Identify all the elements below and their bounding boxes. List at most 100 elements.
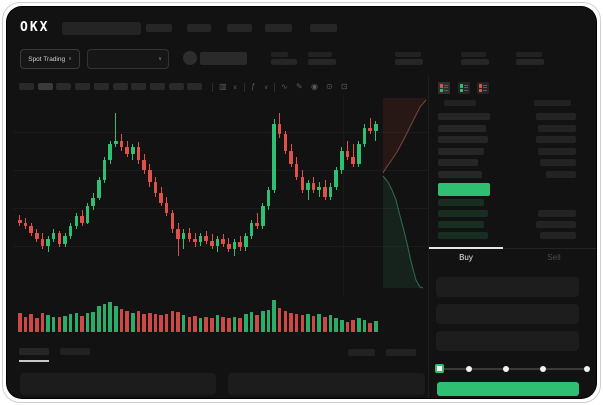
candle-body [170, 212, 175, 230]
timeframe-pill[interactable] [37, 83, 53, 90]
indicator-fx-icon[interactable]: ƒ [251, 82, 256, 91]
candle-body [266, 190, 271, 207]
orderbook-bid-row[interactable] [438, 210, 488, 217]
snapshot-icon[interactable]: ◉ [311, 82, 318, 91]
candlestick-chart[interactable] [14, 95, 428, 345]
toolbar-divider [274, 83, 275, 92]
draw-pencil-icon[interactable]: ✎ [296, 82, 303, 91]
timeframe-pill[interactable] [131, 83, 147, 90]
candle-style-icon[interactable]: ▥ [219, 82, 227, 91]
chevron-down-icon[interactable]: ∨ [233, 85, 238, 91]
candle-body [272, 124, 276, 190]
price-input[interactable] [436, 277, 579, 297]
spot-trading-label: Spot Trading [28, 55, 66, 63]
search-input[interactable] [62, 22, 141, 35]
timeframe-pill[interactable] [168, 83, 184, 90]
candle-wick [369, 117, 371, 135]
percent-slider-track[interactable] [439, 368, 588, 370]
candle-body [147, 170, 152, 182]
volume-bar [227, 318, 231, 332]
orderbook-ask-amount [536, 113, 576, 120]
gridline [14, 246, 428, 247]
timeframe-pill[interactable] [187, 83, 203, 90]
timeframe-pill[interactable] [56, 83, 72, 90]
orderbook-view-all-icon[interactable] [438, 82, 450, 94]
pair-selector-dropdown[interactable]: ∨ [87, 49, 169, 69]
buy-button[interactable] [437, 382, 579, 396]
orderbook-bid-row[interactable] [438, 232, 488, 239]
candle-body [357, 144, 361, 164]
nav-item-placeholder[interactable] [265, 24, 292, 32]
volume-bar [57, 317, 62, 332]
orderbook-bid-row[interactable] [438, 199, 484, 206]
orderbook-last-price-bar[interactable] [438, 183, 490, 196]
orderbook-ask-row[interactable] [438, 124, 486, 132]
volume-bar [147, 312, 152, 332]
volume-bar [119, 308, 124, 332]
orderbook-bid-row[interactable] [438, 221, 484, 228]
candle-body [29, 226, 33, 233]
timeframe-pill[interactable] [112, 83, 128, 90]
candle-body [323, 186, 327, 197]
bottom-tab-active[interactable] [19, 348, 49, 355]
nav-item-placeholder[interactable] [146, 24, 172, 32]
volume-bar [176, 311, 180, 332]
wave-line-icon[interactable]: ∿ [281, 82, 288, 91]
chevron-down-icon[interactable]: ∨ [264, 85, 269, 91]
nav-item-placeholder[interactable] [227, 24, 252, 32]
orderbook-ask-row[interactable] [438, 113, 490, 120]
percent-slider-handle-0[interactable] [435, 364, 444, 373]
volume-bar [23, 316, 28, 332]
tab-buy[interactable]: Buy [459, 253, 473, 262]
bottom-tab[interactable] [60, 348, 90, 355]
volume-bar [187, 316, 192, 332]
candle-body [368, 127, 372, 131]
orderbook-ask-row[interactable] [438, 147, 484, 155]
candle-wick [256, 212, 258, 230]
volume-bar [373, 321, 378, 332]
percent-slider-stop-25[interactable] [466, 366, 472, 372]
orderbook-ask-amount [538, 147, 576, 155]
timeframe-pill[interactable] [75, 83, 91, 90]
candle-body [97, 180, 101, 199]
depth-overlay [382, 98, 427, 289]
volume-bar [334, 318, 338, 332]
spot-trading-dropdown[interactable]: Spot Trading ∨ [20, 49, 80, 69]
bottom-action-placeholder[interactable] [386, 349, 416, 356]
candle-body [57, 232, 62, 245]
timeframe-pill[interactable] [93, 83, 109, 90]
settings-icon[interactable]: ⊙ [326, 82, 333, 91]
pair-name-placeholder [200, 52, 247, 65]
orderbook-view-asks-icon[interactable] [477, 82, 489, 94]
candle-wick [183, 229, 185, 250]
timeframe-pill[interactable] [19, 83, 34, 90]
volume-bar [63, 316, 67, 332]
bottom-action-placeholder[interactable] [348, 349, 375, 356]
orderbook-ask-row[interactable] [438, 171, 482, 178]
volume-bar [74, 312, 79, 332]
toolbar-divider [244, 83, 245, 92]
volume-bar [181, 315, 186, 332]
percent-slider-stop-75[interactable] [540, 366, 546, 372]
volume-bar [193, 315, 197, 332]
fullscreen-icon[interactable]: ⊡ [341, 82, 348, 91]
volume-bar [153, 314, 158, 332]
candle-body [244, 235, 248, 248]
candle-body [351, 157, 355, 164]
candle-body [74, 216, 79, 227]
candle-body [80, 216, 84, 223]
orderbook-col-header-price [444, 100, 476, 106]
timeframe-pill[interactable] [149, 83, 165, 90]
percent-slider-stop-100[interactable] [584, 366, 590, 372]
candle-body [164, 203, 169, 213]
orderbook-view-bids-icon[interactable] [458, 82, 470, 94]
amount-input[interactable] [436, 304, 579, 324]
percent-slider-stop-50[interactable] [503, 366, 509, 372]
nav-item-placeholder[interactable] [310, 24, 337, 32]
orderbook-ask-row[interactable] [438, 159, 478, 167]
orderbook-ask-row[interactable] [438, 136, 488, 144]
nav-item-placeholder[interactable] [187, 24, 211, 32]
tab-sell[interactable]: Sell [547, 253, 561, 262]
gridline [14, 132, 428, 133]
total-input[interactable] [436, 331, 579, 351]
